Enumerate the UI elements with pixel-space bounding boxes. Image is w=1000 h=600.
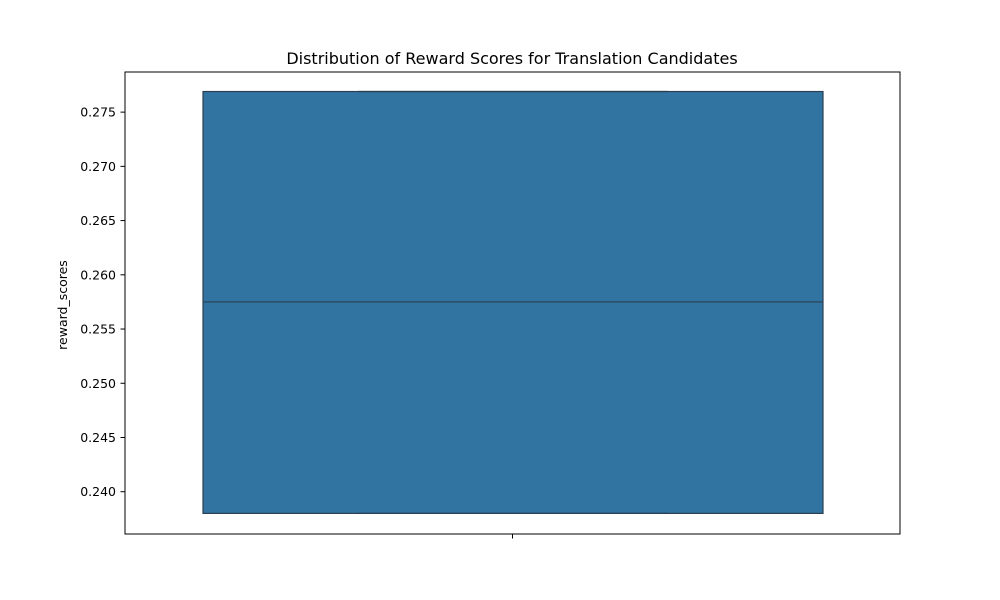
y-tick-label: 0.245 [80,430,116,445]
y-tick-label: 0.270 [80,159,116,174]
y-tick-label: 0.265 [80,213,116,228]
y-tick-label: 0.250 [80,376,116,391]
y-tick-label: 0.240 [80,484,116,499]
y-axis-label: reward_scores [55,260,70,350]
y-tick-label: 0.255 [80,322,116,337]
y-tick-label: 0.275 [80,105,116,120]
y-axis: 0.240 0.245 0.250 0.255 0.260 0.265 0.270 0.275 [80,105,125,499]
chart-title: Distribution of Reward Scores for Transl… [286,49,737,68]
plot-area [202,90,824,514]
y-tick-label: 0.260 [80,267,116,282]
